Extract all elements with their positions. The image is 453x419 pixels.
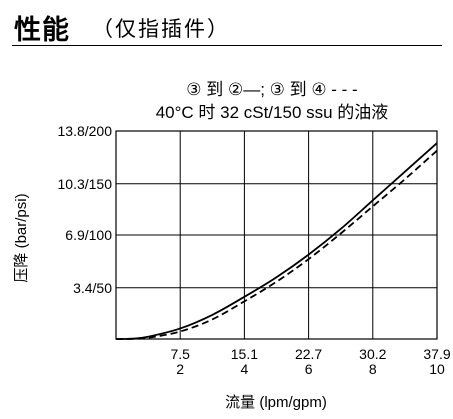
x-tick-label-gpm: 8: [369, 361, 377, 377]
y-tick-label: 10.3/150: [58, 176, 113, 192]
x-tick-label-lpm: 30.2: [359, 346, 386, 362]
x-tick-label-gpm: 2: [176, 361, 184, 377]
page-title: 性能: [14, 15, 70, 45]
y-tick-label: 13.8/200: [58, 123, 113, 139]
y-axis-label: 压降 (bar/psi): [13, 193, 30, 282]
x-axis-label: 流量 (lpm/gpm): [225, 394, 327, 411]
y-tick-label: 6.9/100: [65, 227, 112, 243]
x-tick-label-lpm: 15.1: [231, 346, 258, 362]
x-tick-label-gpm: 4: [241, 361, 249, 377]
page-header: 性能 （仅指插件）: [12, 4, 442, 46]
chart-title-line2: 40°C 时 32 cSt/150 ssu 的油液: [156, 103, 389, 122]
chart-title-line1: ③ 到 ②—; ③ 到 ④ - - -: [186, 80, 357, 99]
page-subtitle: （仅指插件）: [92, 18, 230, 41]
tick-labels: 7.52 15.14 22.76 30.28 37.910 3.4/50 6.9/100 10…: [58, 123, 451, 377]
series-line-3-to-4: [115, 149, 438, 340]
grid-lines: [115, 130, 438, 340]
x-tick-label-lpm: 7.5: [170, 346, 190, 362]
x-tick-label-lpm: 37.9: [423, 346, 450, 362]
x-tick-label-lpm: 22.7: [295, 346, 322, 362]
header-divider: [12, 45, 442, 46]
data-series: [115, 142, 438, 340]
x-tick-label-gpm: 6: [305, 361, 313, 377]
x-tick-label-gpm: 10: [429, 361, 445, 377]
series-line-3-to-2: [115, 142, 438, 340]
y-tick-label: 3.4/50: [73, 280, 112, 296]
